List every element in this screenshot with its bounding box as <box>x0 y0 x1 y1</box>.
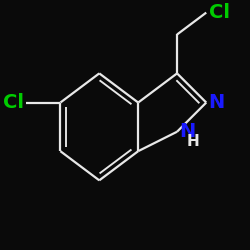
Text: N: N <box>209 93 225 112</box>
Text: Cl: Cl <box>209 3 230 22</box>
Text: Cl: Cl <box>3 93 24 112</box>
Text: H: H <box>187 134 200 149</box>
Text: N: N <box>180 122 196 141</box>
